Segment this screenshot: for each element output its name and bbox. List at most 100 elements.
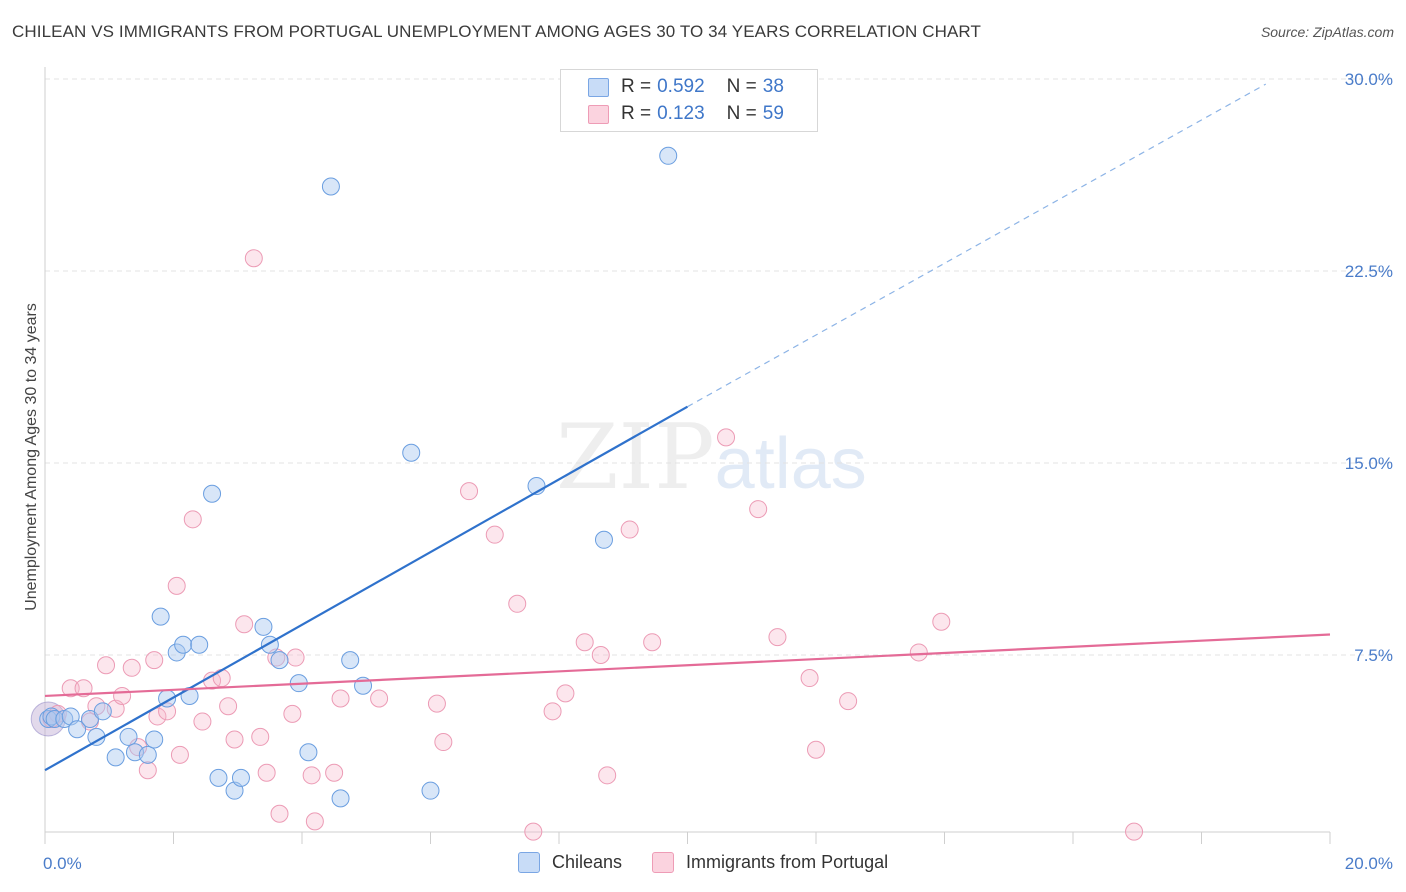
chilean-point [594,530,613,549]
chilean-point [45,710,64,728]
chilean-point [190,635,209,654]
chilean-point [39,710,58,728]
portugal-point [485,525,504,544]
portugal-point [768,628,787,647]
legend-item-chileans[interactable]: Chileans [518,852,622,873]
chilean-point [231,768,250,787]
chilean-trendline-extension [687,83,1267,408]
watermark: ZIPatlas [556,405,867,510]
portugal-point [122,658,141,677]
portugal-point [543,702,562,721]
portugal-point [643,633,662,652]
portugal-point [302,766,321,785]
portugal-point [74,679,93,698]
portugal-point [620,520,639,539]
legend-row-chileans: R = 0.592 N = 38 [588,75,784,99]
chilean-point [151,607,170,626]
legend-n-value: 59 [762,103,784,124]
chilean-point [402,443,421,462]
chilean-point [321,177,340,196]
legend-r-value: 0.592 [657,76,705,97]
portugal-point [145,651,164,670]
portugal-point [61,679,80,698]
portugal-point [331,689,350,708]
portugal-point [251,727,270,746]
portugal-point [932,612,951,631]
portugal-point [193,712,212,731]
portugal-point [270,804,289,823]
y-axis-label: Unemployment Among Ages 30 to 34 years [23,303,40,611]
chilean-point [270,651,289,670]
legend-n-value: 38 [762,76,784,97]
series-legend: Chileans Immigrants from Portugal [518,852,918,873]
correlation-legend: R = 0.592 N = 38 R = 0.123 N = 59 [560,69,818,132]
portugal-trendline [44,633,1331,698]
portugal-point [839,692,858,711]
portugal-point [244,249,263,268]
portugal-point [370,689,389,708]
portugal-point [138,761,157,780]
chilean-trendline [44,405,689,772]
portugal-point [219,697,238,716]
chilean-point [421,781,440,800]
portugal-point [909,643,928,662]
chilean-point [341,651,360,670]
portugal-point [460,482,479,501]
portugal-point [283,704,302,723]
portugal-point [286,648,305,667]
portugal-point [167,576,186,595]
chilean-point [254,617,273,636]
portugal-point [305,812,324,831]
portugal-point [235,615,254,634]
legend-swatch-portugal [588,104,609,124]
watermark-zip: ZIP [556,405,715,510]
y-tick-label: 7.5% [1354,646,1393,665]
portugal-point [434,733,453,752]
legend-n-label: N = [726,76,757,97]
legend-r-label: R = [621,103,652,124]
portugal-point [427,694,446,713]
portugal-point [325,763,344,782]
portugal-point [575,633,594,652]
legend-swatch-chileans [518,852,540,873]
portugal-point [800,669,819,688]
portugal-point [749,500,768,519]
portugal-point [97,656,116,675]
portugal-point [1125,822,1144,841]
legend-swatch-portugal [652,852,675,873]
chilean-point [106,748,125,767]
source-label: Source: ZipAtlas.com [1260,24,1394,40]
x-tick-label: 20.0% [1345,854,1393,873]
portugal-point [148,707,167,726]
portugal-point [598,766,617,785]
legend-r-value: 0.123 [657,103,705,124]
chilean-point [138,745,157,764]
chilean-point [209,768,228,787]
chilean-point [93,702,112,721]
legend-swatch-chileans [588,77,609,97]
portugal-point [508,594,527,613]
portugal-point [591,646,610,664]
portugal-point [524,822,543,841]
chilean-point [203,484,222,503]
portugal-point [212,669,231,688]
y-tick-label: 30.0% [1345,70,1393,89]
chilean-point [659,146,678,165]
x-tick-label: 0.0% [43,854,82,873]
legend-item-portugal[interactable]: Immigrants from Portugal [652,852,888,873]
portugal-point [225,730,244,749]
y-tick-label: 22.5% [1345,262,1393,281]
chilean-point [167,643,186,662]
chart-title: CHILEAN VS IMMIGRANTS FROM PORTUGAL UNEM… [12,22,981,41]
portugal-point [556,684,575,703]
chilean-point [299,743,318,762]
portugal-point [257,763,276,782]
portugal-point [113,686,132,705]
legend-row-portugal: R = 0.123 N = 59 [588,102,784,126]
legend-label-chileans: Chileans [552,852,623,872]
chilean-point [331,789,350,808]
chilean-point [174,635,193,654]
chilean-point [145,730,164,749]
watermark-atlas: atlas [714,424,867,504]
